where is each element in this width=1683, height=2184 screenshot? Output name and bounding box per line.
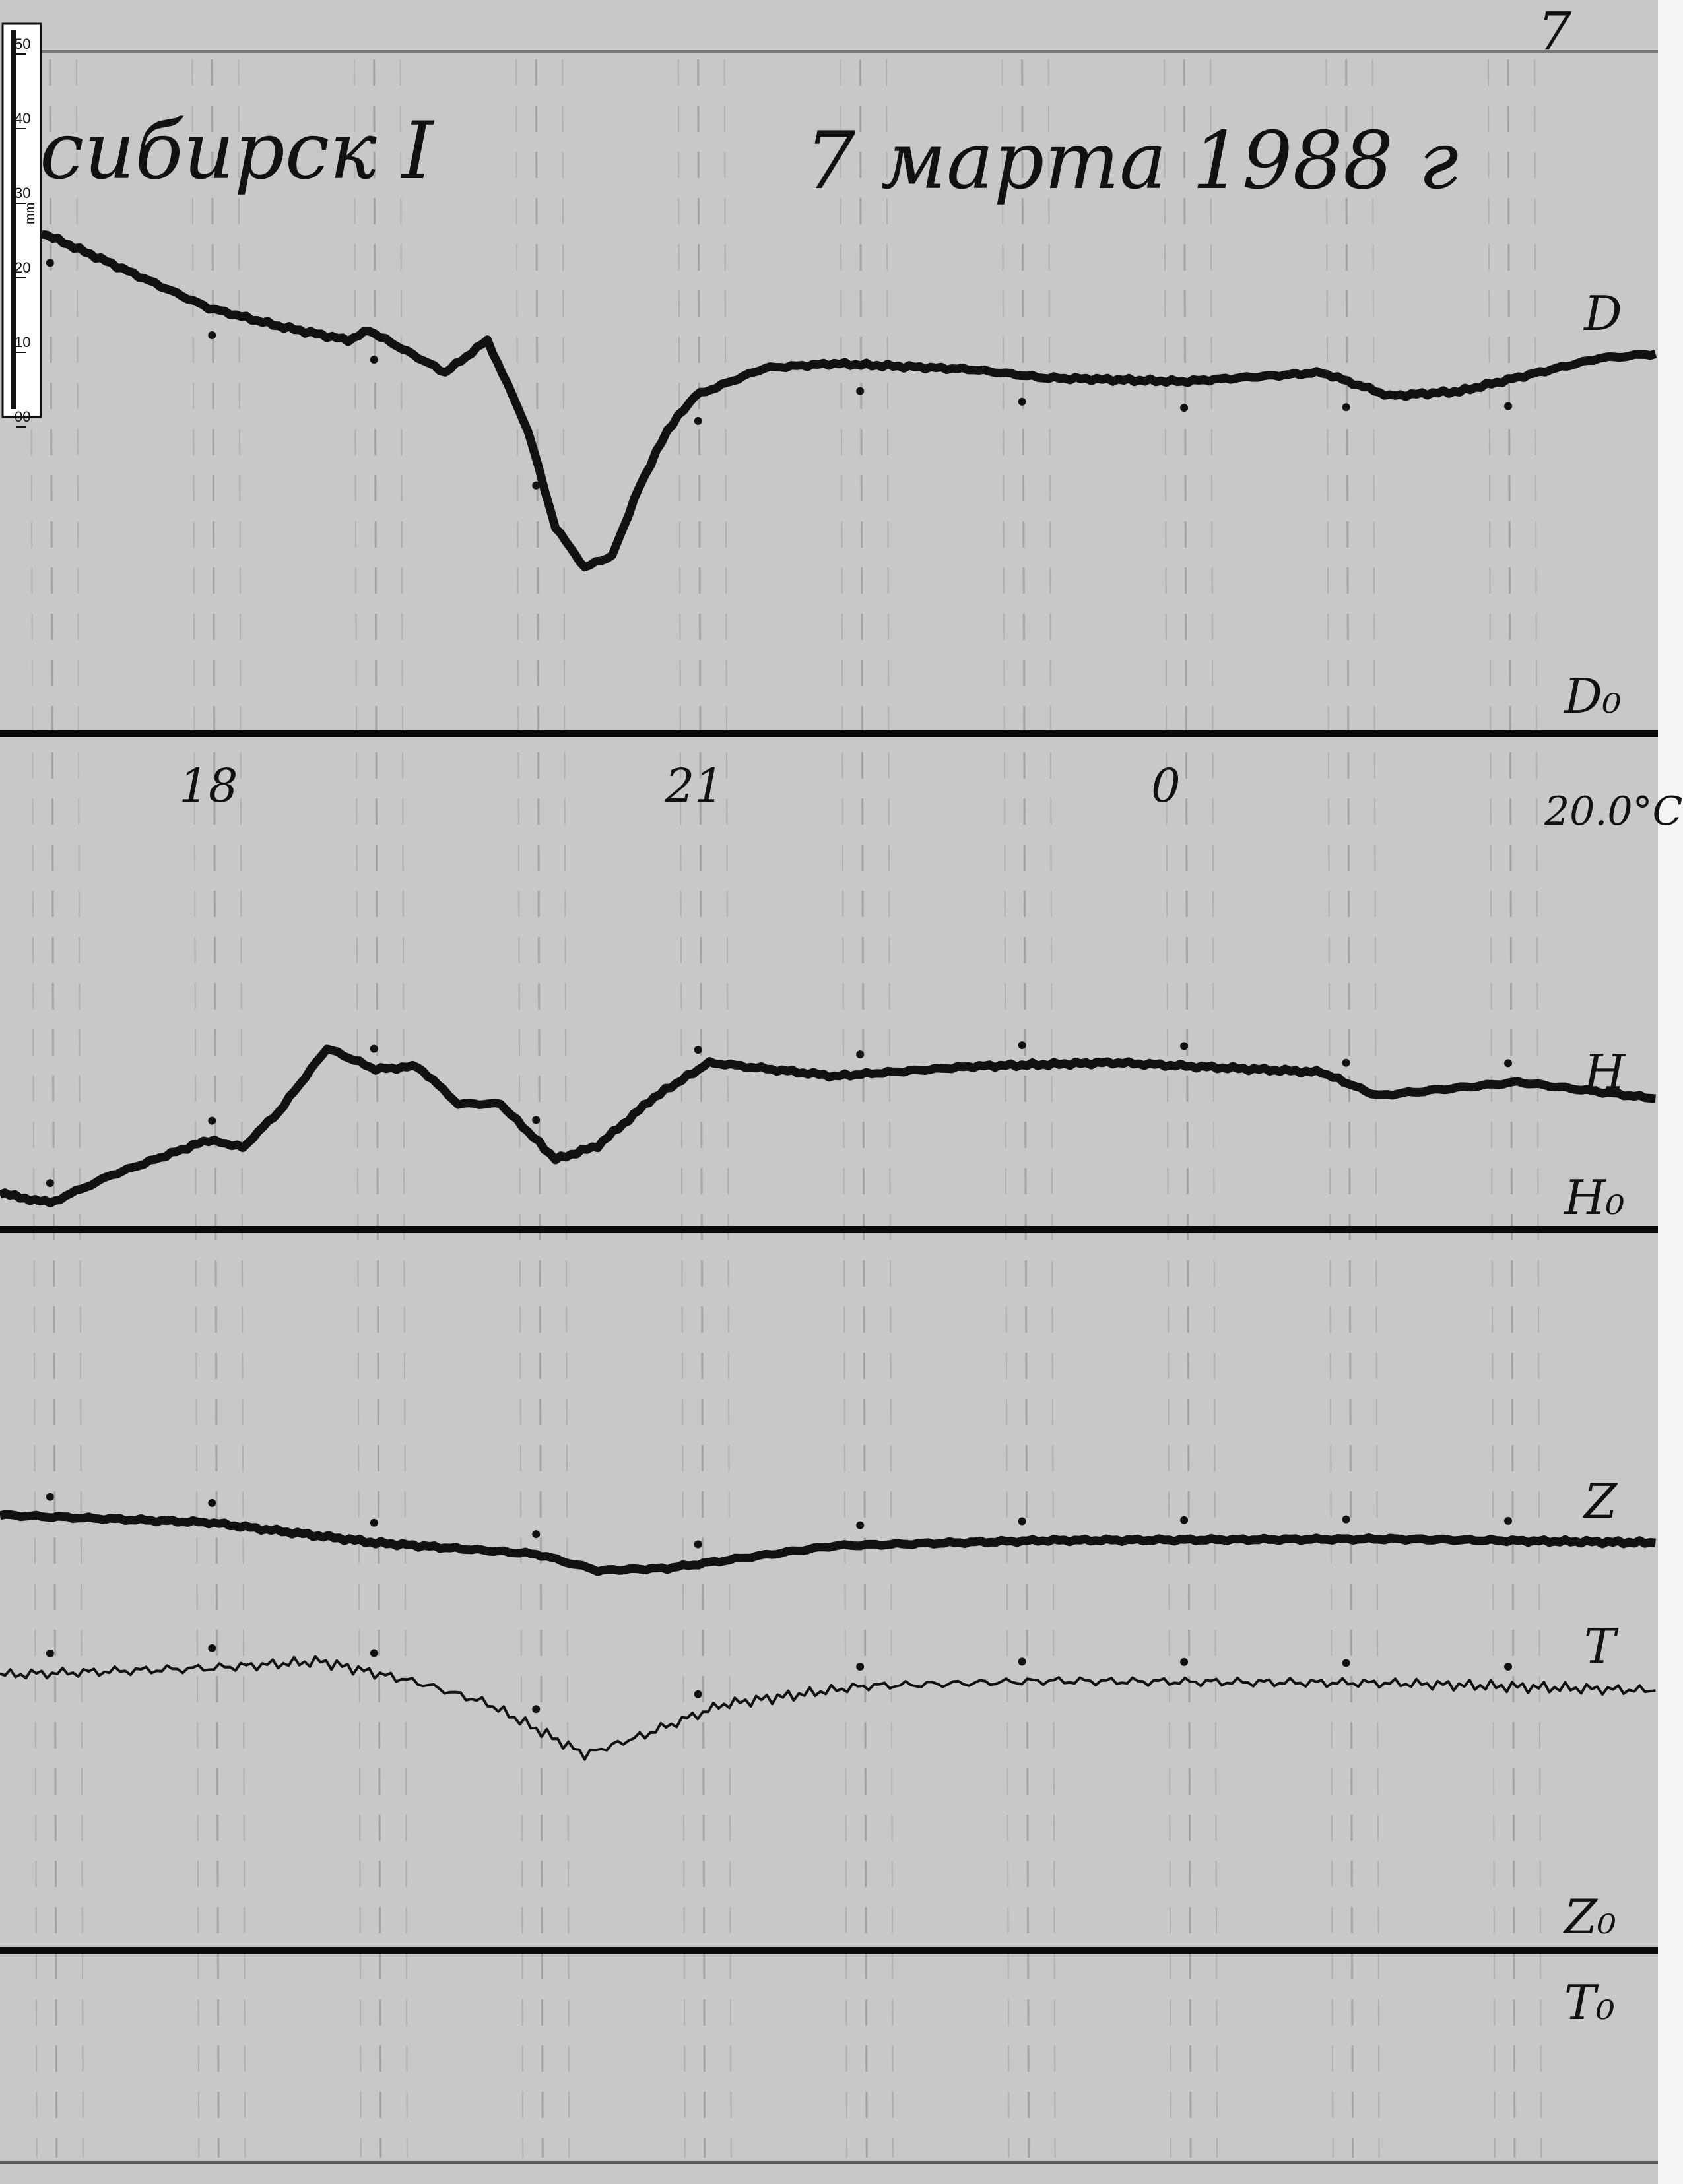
time-mark-d [370, 355, 378, 364]
baselines [0, 730, 1658, 1954]
time-mark-t [694, 1690, 702, 1698]
time-mark-h [1504, 1059, 1513, 1068]
time-mark-z [1504, 1516, 1513, 1525]
time-mark-z [208, 1498, 216, 1507]
paper-margin [1658, 0, 1683, 2184]
time-mark-z [1180, 1516, 1189, 1524]
time-mark-d [46, 259, 54, 267]
station-name: сибирск I [40, 106, 435, 197]
time-mark-h [1180, 1042, 1189, 1050]
ruler-tick-label: 00 [15, 408, 30, 425]
sheet-number: 7 [1538, 1, 1571, 62]
trace-h [0, 1044, 1656, 1207]
trace-label-z: Z [1583, 1473, 1618, 1529]
time-mark-t [370, 1649, 378, 1657]
time-mark-t [208, 1644, 216, 1652]
x-tick-labels: 18 21 0 [179, 759, 1180, 813]
ruler-tick-label: 50 [15, 36, 30, 52]
x-tick-label: 0 [1151, 759, 1181, 813]
time-mark-t [1018, 1657, 1026, 1666]
trace-d [41, 230, 1657, 572]
ruler-tick-label: 40 [15, 110, 30, 127]
trace-t [0, 1655, 1656, 1761]
baseline-label-z: Z₀ [1563, 1889, 1616, 1944]
time-mark-d [1504, 402, 1513, 410]
time-mark-d [856, 387, 865, 395]
time-mark-t [1342, 1659, 1350, 1667]
time-mark-h [1018, 1041, 1026, 1050]
time-mark-d [1342, 403, 1350, 412]
trace-label-h: H [1583, 1044, 1626, 1100]
time-mark-z [694, 1540, 702, 1549]
x-tick-label: 18 [179, 759, 238, 813]
temperature-label: 20.0°С [1544, 788, 1683, 835]
baseline-label-t: T₀ [1564, 1975, 1615, 2030]
time-mark-h [694, 1046, 702, 1054]
time-mark-z [370, 1518, 378, 1527]
time-mark-h [208, 1116, 216, 1125]
time-mark-t [856, 1663, 865, 1671]
traces [0, 230, 1657, 1761]
time-mark-z [1018, 1517, 1026, 1526]
time-mark-t [532, 1705, 541, 1714]
ruler-tick-label: 30 [15, 185, 30, 201]
time-mark-d [532, 481, 541, 490]
trace-labels: D D₀ H H₀ Z Z₀ T T₀ [1563, 286, 1626, 2030]
time-mark-d [1180, 404, 1189, 412]
time-mark-z [1342, 1515, 1350, 1524]
baseline-label-h: H₀ [1563, 1170, 1625, 1225]
baseline-label-d: D₀ [1563, 668, 1622, 724]
time-mark-h [46, 1179, 54, 1188]
mm-ruler: 50 40 30 20 10 00 mm [1, 22, 42, 428]
time-mark-z [856, 1521, 865, 1529]
time-mark-d [1018, 397, 1026, 406]
time-mark-z [46, 1493, 54, 1501]
ruler-unit: mm [23, 203, 38, 224]
trace-label-t: T [1584, 1619, 1619, 1674]
record-date: 7 марта 1988 г [805, 115, 1459, 207]
trace-label-d: D [1583, 286, 1622, 341]
time-mark-h [1342, 1058, 1350, 1067]
time-mark-h [370, 1044, 378, 1053]
time-mark-t [46, 1649, 54, 1657]
time-mark-z [532, 1530, 541, 1539]
time-mark-h [856, 1050, 865, 1059]
ruler-tick-label: 10 [15, 334, 30, 350]
trace-z [0, 1510, 1656, 1576]
time-mark-d [694, 416, 702, 425]
ruler-tick-label: 20 [15, 259, 30, 276]
time-mark-t [1180, 1657, 1189, 1666]
time-mark-t [1504, 1662, 1513, 1671]
time-mark-d [208, 331, 216, 340]
x-tick-label: 21 [665, 759, 724, 813]
time-mark-h [532, 1116, 541, 1124]
